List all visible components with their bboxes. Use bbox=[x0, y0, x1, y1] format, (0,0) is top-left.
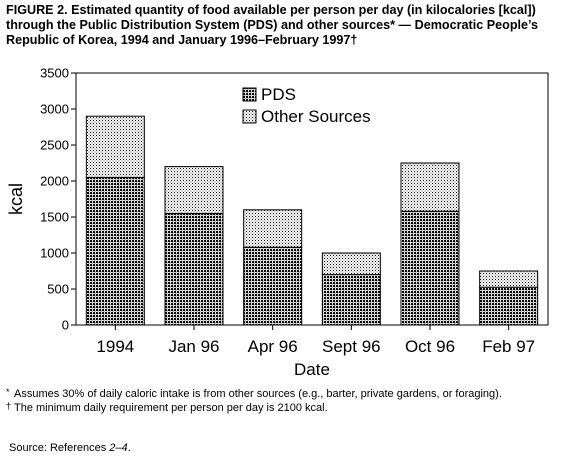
y-tick-label: 3500 bbox=[40, 66, 69, 81]
y-tick-label: 500 bbox=[47, 282, 69, 297]
bar-other-sources bbox=[85, 115, 145, 178]
footnote-text: The minimum daily requirement per person… bbox=[14, 401, 328, 414]
footnotes: * Assumes 30% of daily caloric intake is… bbox=[6, 387, 570, 416]
bar-pds bbox=[321, 274, 381, 326]
x-tick-label: Feb 97 bbox=[482, 337, 535, 356]
bar-pds bbox=[243, 246, 303, 326]
plot-area: 0 500 1000 1500 2000 2500 3000 3500 1994 Jan 96 Ap… bbox=[6, 66, 549, 379]
plot-frame bbox=[75, 72, 549, 326]
bar-pds bbox=[400, 210, 460, 326]
y-tick-label: 3000 bbox=[40, 102, 69, 117]
y-tick-label: 2500 bbox=[40, 138, 69, 153]
y-tick-label: 1500 bbox=[40, 210, 69, 225]
x-tick-label: Apr 96 bbox=[248, 337, 298, 356]
bar-other-sources bbox=[243, 209, 303, 248]
footnote-minimum-requirement: † The minimum daily requirement per pers… bbox=[6, 400, 570, 416]
x-tick-label: Oct 96 bbox=[405, 337, 455, 356]
bar-pds bbox=[85, 176, 145, 326]
source-references: 2–4 bbox=[109, 442, 128, 454]
legend-swatch bbox=[242, 87, 257, 102]
footnote-text: Assumes 30% of daily caloric intake is f… bbox=[14, 388, 502, 400]
footnote-mark: * bbox=[6, 387, 10, 397]
y-tick-label: 2000 bbox=[40, 174, 69, 189]
x-tick-label: Sept 96 bbox=[322, 337, 381, 356]
x-tick-label: Jan 96 bbox=[168, 337, 219, 356]
legend-label: Other Sources bbox=[261, 107, 371, 126]
source-line: Source: References 2–4. bbox=[9, 442, 131, 454]
bar-other-sources bbox=[321, 252, 381, 276]
bar-pds bbox=[164, 212, 224, 326]
figure-title: FIGURE 2. Estimated quantity of food ava… bbox=[6, 3, 539, 47]
legend-label: PDS bbox=[261, 85, 296, 104]
bar-other-sources bbox=[164, 166, 224, 214]
y-tick-label: 0 bbox=[62, 318, 69, 333]
bar-pds bbox=[479, 286, 539, 326]
y-axis-label: kcal bbox=[6, 183, 26, 215]
footnote-mark: † bbox=[6, 400, 12, 411]
source-prefix: Source: References bbox=[9, 442, 110, 454]
y-tick-label: 1000 bbox=[40, 246, 69, 261]
source-suffix: . bbox=[127, 442, 131, 454]
figure-caption: FIGURE 2. Estimated quantity of food ava… bbox=[6, 3, 570, 48]
x-tick-label: 1994 bbox=[96, 337, 134, 356]
x-axis-label: Date bbox=[294, 360, 330, 379]
bar-other-sources bbox=[479, 270, 539, 288]
legend-swatch bbox=[242, 109, 257, 124]
footnote-caloric-assumption: * Assumes 30% of daily caloric intake is… bbox=[6, 387, 570, 402]
bar-other-sources bbox=[400, 162, 460, 212]
